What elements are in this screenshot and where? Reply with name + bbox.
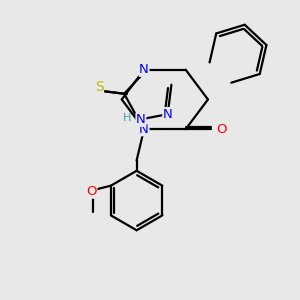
Text: N: N: [136, 113, 146, 126]
Text: N: N: [139, 123, 149, 136]
Text: H: H: [123, 113, 131, 123]
Text: O: O: [216, 123, 227, 136]
Text: O: O: [86, 185, 97, 198]
Text: S: S: [95, 80, 103, 94]
Text: N: N: [163, 108, 172, 121]
Text: N: N: [139, 63, 149, 76]
